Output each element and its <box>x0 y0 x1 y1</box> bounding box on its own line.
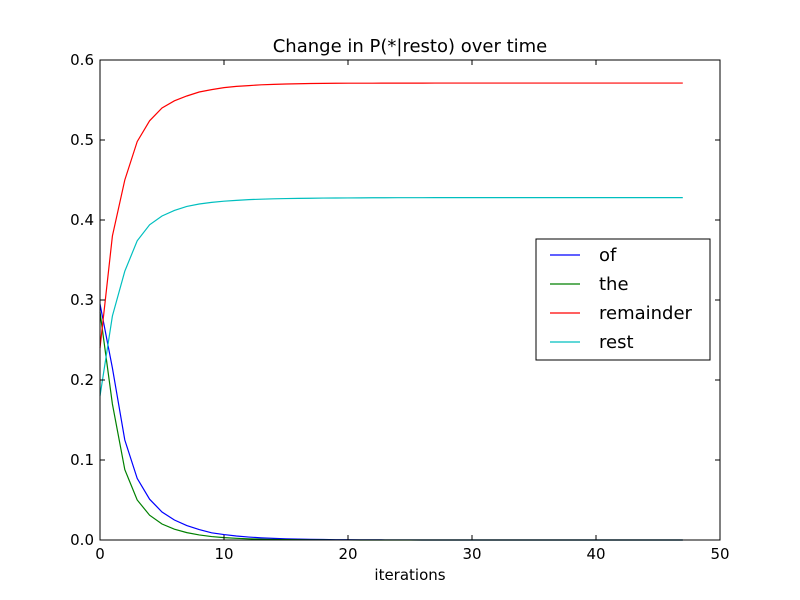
ticks-layer: 0 10 20 30 40 50 0.0 0.1 0.2 0.3 0.4 0.5 0.6 <box>70 51 729 563</box>
y-tick-label: 0.0 <box>70 531 94 549</box>
series-line-remainder <box>99 82 683 349</box>
plot-frame <box>99 59 721 541</box>
y-tick-label: 0.5 <box>70 131 94 149</box>
x-tick-label: 10 <box>214 545 233 563</box>
x-tick-label: 40 <box>586 545 605 563</box>
x-tick-label: 30 <box>462 545 481 563</box>
chart-title: Change in P(*|resto) over time <box>273 36 548 57</box>
legend-label-of: of <box>599 245 617 266</box>
legend-label-remainder: remainder <box>599 303 693 324</box>
series-line-rest <box>99 197 683 397</box>
legend-label-the: the <box>599 274 629 295</box>
y-tick-label: 0.3 <box>70 291 94 309</box>
y-tick-label: 0.1 <box>70 451 94 469</box>
x-tick-label: 20 <box>338 545 357 563</box>
x-axis-label: iterations <box>374 566 445 584</box>
x-tick-label: 50 <box>710 545 729 563</box>
legend-box <box>535 238 711 361</box>
y-tick-label: 0.2 <box>70 371 94 389</box>
y-tick-label: 0.6 <box>70 51 94 69</box>
x-tick-label: 0 <box>95 545 105 563</box>
y-tick-label: 0.4 <box>70 211 94 229</box>
legend-label-rest: rest <box>599 332 634 353</box>
legend: of the remainder rest <box>535 238 711 361</box>
